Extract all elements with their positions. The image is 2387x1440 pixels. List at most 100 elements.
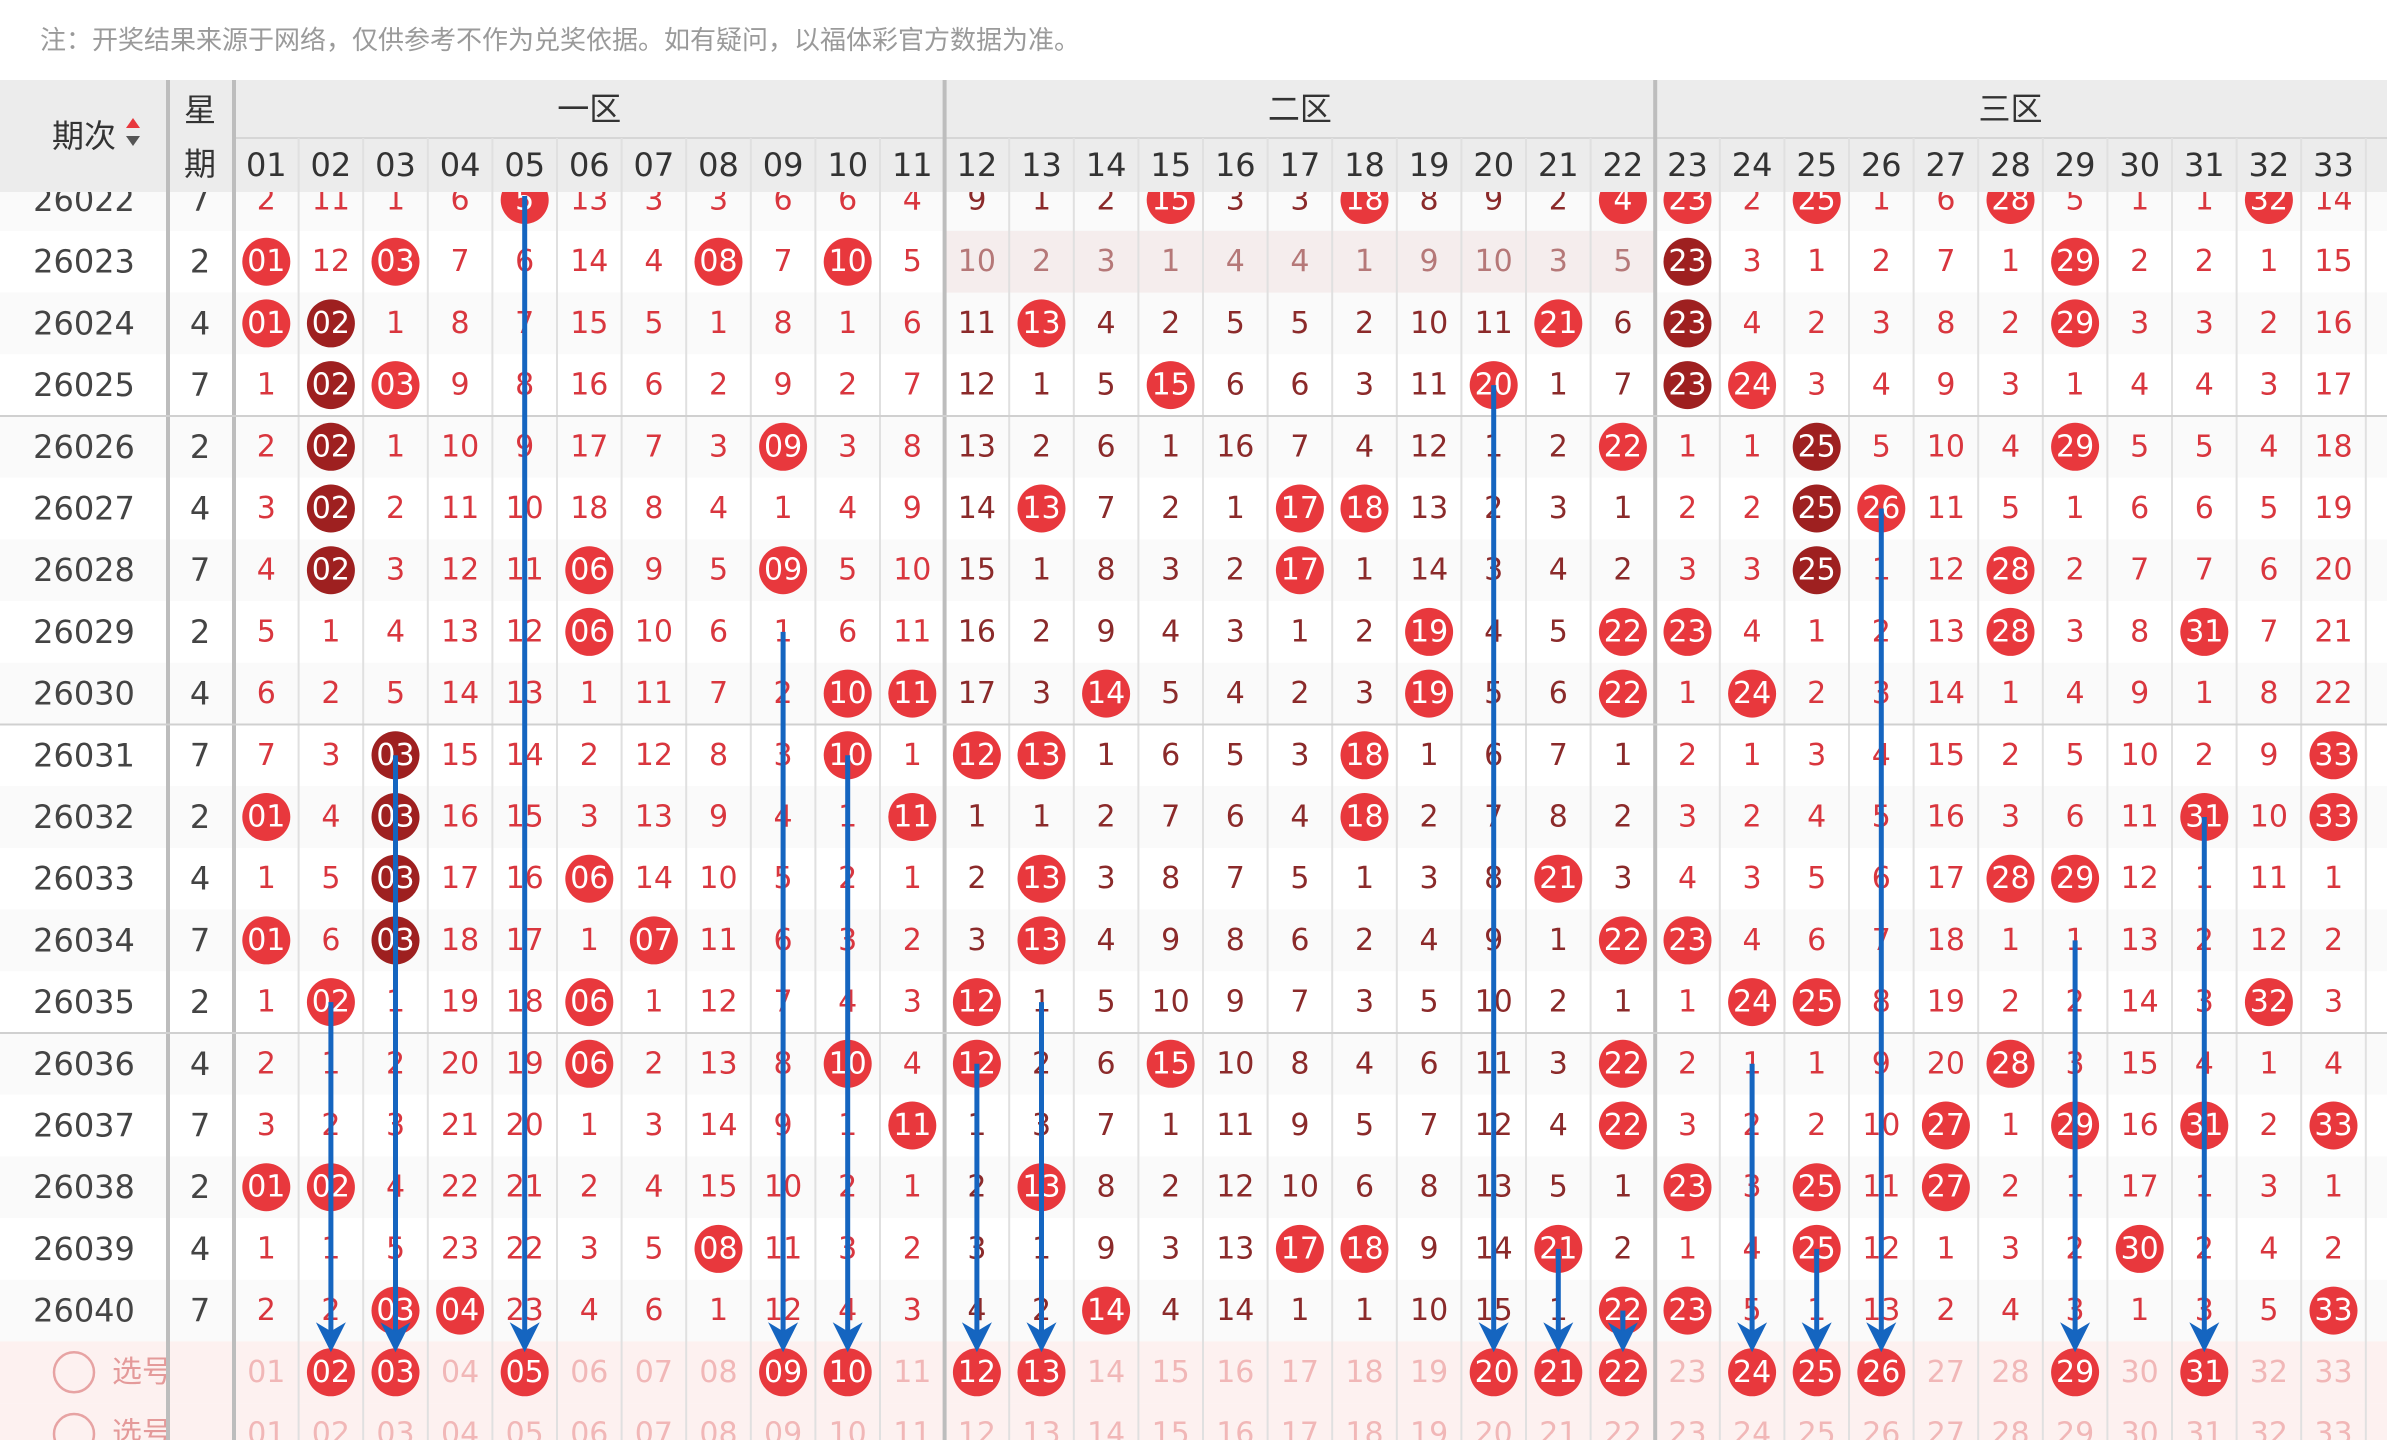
miss-count-cell: 3 — [1807, 738, 1826, 773]
drawn-number-ball — [306, 422, 355, 471]
select-number[interactable]: 32 — [2250, 1417, 2288, 1440]
picked-ball[interactable] — [1728, 1348, 1777, 1397]
select-number[interactable]: 31 — [2185, 1417, 2223, 1440]
select-number[interactable]: 16 — [1216, 1417, 1254, 1440]
select-number[interactable]: 30 — [2121, 1355, 2159, 1390]
select-number[interactable]: 07 — [635, 1417, 673, 1440]
miss-count-cell: 8 — [1936, 306, 1955, 341]
select-number[interactable]: 33 — [2314, 1417, 2352, 1440]
select-number[interactable]: 15 — [1152, 1355, 1190, 1390]
radio-icon[interactable] — [52, 1351, 96, 1394]
zone-highlight — [944, 230, 1656, 293]
weekday-cell: 7 — [190, 551, 210, 589]
select-number[interactable]: 23 — [1668, 1355, 1706, 1390]
select-number[interactable]: 08 — [699, 1417, 737, 1440]
picked-ball[interactable] — [1598, 1348, 1647, 1397]
select-number[interactable]: 04 — [441, 1417, 479, 1440]
picked-ball[interactable] — [1792, 1348, 1841, 1397]
drawn-number-ball — [2180, 607, 2229, 656]
select-number[interactable]: 05 — [506, 1417, 544, 1440]
select-number[interactable]: 27 — [1927, 1355, 1965, 1390]
select-number[interactable]: 06 — [570, 1355, 608, 1390]
picked-ball[interactable] — [2180, 1348, 2229, 1397]
select-number[interactable]: 19 — [1410, 1355, 1448, 1390]
miss-count-cell: 2 — [1097, 800, 1116, 835]
drawn-number-ball — [1405, 607, 1454, 656]
select-number[interactable]: 26 — [1862, 1417, 1900, 1440]
picked-ball[interactable] — [823, 1348, 872, 1397]
period-header[interactable]: 期次 — [52, 117, 116, 155]
drawn-number-ball — [888, 669, 937, 718]
sort-down-icon[interactable] — [126, 136, 140, 146]
miss-count-cell: 1 — [2001, 923, 2020, 958]
miss-count-cell: 7 — [1161, 800, 1180, 835]
select-number[interactable]: 04 — [441, 1355, 479, 1390]
radio-icon[interactable] — [52, 1412, 96, 1440]
picked-ball[interactable] — [371, 1348, 420, 1397]
select-number[interactable]: 25 — [1798, 1417, 1836, 1440]
select-number[interactable]: 08 — [699, 1355, 737, 1390]
select-number[interactable]: 14 — [1087, 1417, 1125, 1440]
drawn-number-ball — [1017, 854, 1066, 903]
drawn-number-label: 22 — [1604, 614, 1642, 649]
picked-ball[interactable] — [500, 1348, 549, 1397]
picked-ball[interactable] — [1857, 1348, 1906, 1397]
select-row[interactable]: 选号 01 02 03 04 05 06 07 08 09 10 11 12 13 14 15 16 17 18 19… — [0, 1341, 2387, 1404]
select-number[interactable]: 14 — [1087, 1355, 1125, 1390]
select-number[interactable]: 11 — [893, 1355, 931, 1390]
select-number[interactable]: 19 — [1410, 1417, 1448, 1440]
select-number[interactable]: 23 — [1668, 1417, 1706, 1440]
select-number[interactable]: 06 — [570, 1417, 608, 1440]
select-number[interactable]: 22 — [1604, 1417, 1642, 1440]
picked-ball[interactable] — [1017, 1348, 1066, 1397]
select-number[interactable]: 30 — [2121, 1417, 2159, 1440]
miss-count-cell: 1 — [2259, 244, 2278, 279]
miss-count-cell: 19 — [2314, 491, 2352, 526]
select-number[interactable]: 29 — [2056, 1417, 2094, 1440]
select-number[interactable]: 28 — [1991, 1417, 2029, 1440]
select-number[interactable]: 21 — [1539, 1417, 1577, 1440]
picked-ball[interactable] — [1469, 1348, 1518, 1397]
select-number[interactable]: 16 — [1216, 1355, 1254, 1390]
select-number[interactable]: 15 — [1152, 1417, 1190, 1440]
select-number[interactable]: 07 — [635, 1355, 673, 1390]
select-number[interactable]: 33 — [2314, 1355, 2352, 1390]
select-number[interactable]: 17 — [1281, 1417, 1319, 1440]
miss-count-cell: 15 — [958, 553, 996, 588]
select-number[interactable]: 28 — [1991, 1355, 2029, 1390]
miss-count-cell: 1 — [1678, 1231, 1697, 1266]
table-row: 2603177303151421283101121316531816712134… — [33, 731, 2358, 780]
select-number[interactable]: 18 — [1345, 1355, 1383, 1390]
select-number[interactable]: 02 — [312, 1417, 350, 1440]
drawn-number-label: 25 — [1798, 985, 1836, 1020]
select-number[interactable]: 01 — [247, 1417, 285, 1440]
drawn-number-label: 23 — [1668, 1293, 1706, 1328]
select-row[interactable]: 选号 01 02 03 04 05 06 07 08 09 10 11 12 13 14 15 16 17 18 19… — [0, 1403, 2387, 1440]
picked-ball[interactable] — [952, 1348, 1001, 1397]
select-label: 选号 — [112, 1417, 172, 1440]
select-number[interactable]: 09 — [764, 1417, 802, 1440]
select-number[interactable]: 01 — [247, 1355, 285, 1390]
select-number[interactable]: 20 — [1475, 1417, 1513, 1440]
select-number[interactable]: 12 — [958, 1417, 996, 1440]
column-header: 21 — [1538, 146, 1579, 184]
select-number[interactable]: 13 — [1022, 1417, 1060, 1440]
select-number[interactable]: 24 — [1733, 1417, 1771, 1440]
miss-count-cell: 22 — [2314, 676, 2352, 711]
select-number[interactable]: 32 — [2250, 1355, 2288, 1390]
drawn-number-ball — [2051, 299, 2100, 348]
select-number[interactable]: 11 — [893, 1417, 931, 1440]
select-number[interactable]: 17 — [1281, 1355, 1319, 1390]
picked-ball[interactable] — [2051, 1348, 2100, 1397]
select-number[interactable]: 03 — [376, 1417, 414, 1440]
select-number[interactable]: 10 — [829, 1417, 867, 1440]
picked-ball[interactable] — [759, 1348, 808, 1397]
miss-count-cell: 1 — [2324, 1170, 2343, 1205]
select-number[interactable]: 18 — [1345, 1417, 1383, 1440]
sort-up-icon[interactable] — [126, 118, 140, 128]
select-number[interactable]: 27 — [1927, 1417, 1965, 1440]
picked-ball[interactable] — [306, 1348, 355, 1397]
miss-count-cell: 5 — [1226, 306, 1245, 341]
picked-ball[interactable] — [1534, 1348, 1583, 1397]
drawn-number-label: 25 — [1798, 429, 1836, 464]
